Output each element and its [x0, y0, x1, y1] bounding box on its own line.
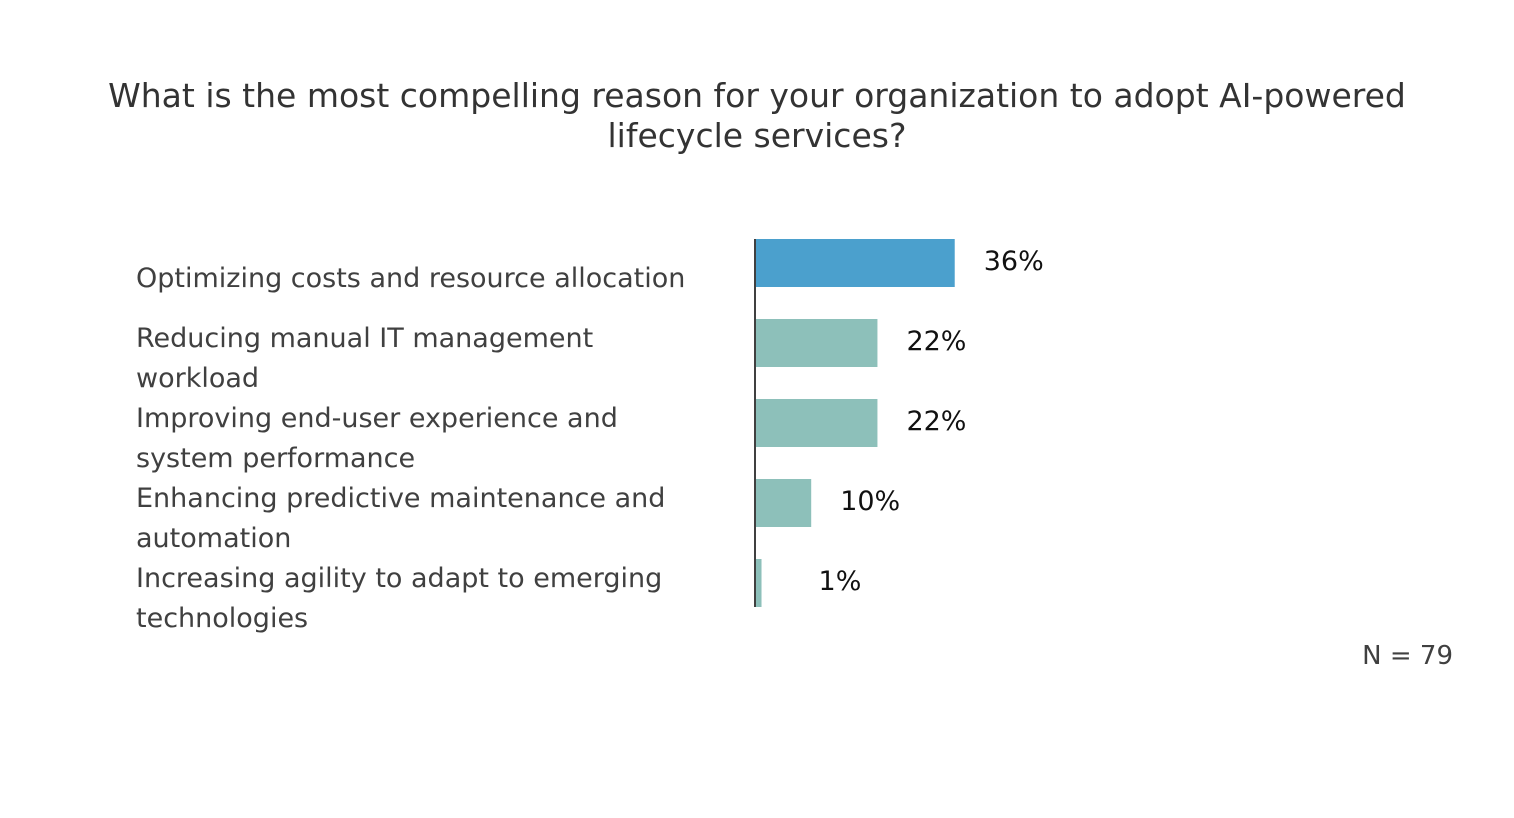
data-label-5: 1%	[819, 566, 862, 597]
data-label-2: 22%	[906, 326, 966, 357]
data-label-4: 10%	[840, 486, 900, 517]
category-label-4: Enhancing predictive maintenance and auto…	[136, 483, 665, 554]
category-labels: Optimizing costs and resource allocation…	[136, 263, 685, 634]
bar-4	[756, 479, 812, 527]
category-label-2: Reducing manual IT management workload	[136, 323, 593, 394]
bar-5	[756, 559, 762, 607]
category-label-1: Optimizing costs and resource allocation	[136, 263, 685, 294]
bars	[756, 239, 955, 607]
category-label-5: Increasing agility to adapt to emerging t…	[136, 563, 662, 634]
category-label-3: Improving end-user experience and system …	[136, 403, 618, 474]
chart-title: What is the most compelling reason for y…	[108, 76, 1406, 155]
data-labels: 36% 22% 22% 10% 1%	[819, 246, 1044, 597]
data-label-3: 22%	[906, 406, 966, 437]
bar-3	[756, 399, 878, 447]
sample-size-note: N = 79	[1362, 641, 1453, 671]
bar-2	[756, 319, 878, 367]
data-label-1: 36%	[984, 246, 1044, 277]
bar-1	[756, 239, 955, 287]
